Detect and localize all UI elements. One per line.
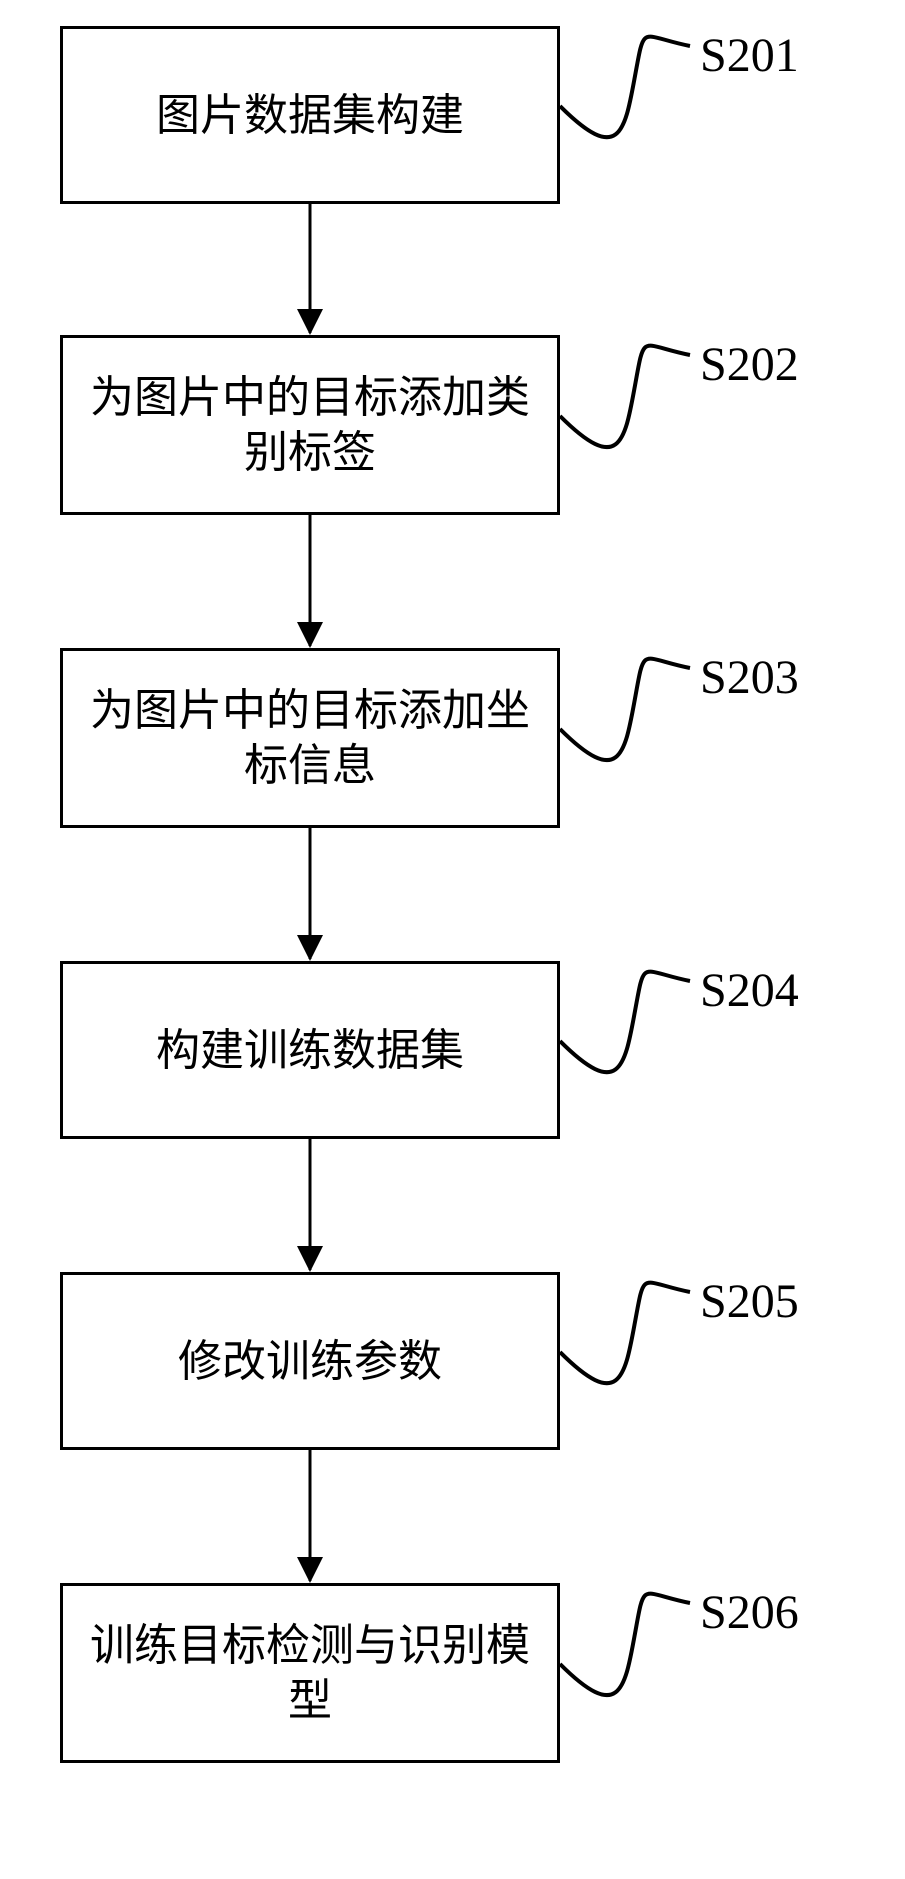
flowchart-node: 训练目标检测与识别模型 — [60, 1583, 560, 1763]
node-text: 图片数据集构建 — [156, 88, 464, 143]
flowchart-canvas: 图片数据集构建 S201 为图片中的目标添加类别标签 S202 为图片中的目标添加坐标信… — [0, 0, 905, 1879]
step-label: S206 — [700, 1585, 799, 1640]
step-label: S203 — [700, 650, 799, 705]
connector-curve — [560, 37, 690, 138]
connector-curve — [560, 1283, 690, 1384]
flowchart-node: 图片数据集构建 — [60, 26, 560, 204]
node-text: 为图片中的目标添加坐标信息 — [71, 683, 549, 793]
connector-curve — [560, 972, 690, 1073]
step-label: S204 — [700, 963, 799, 1018]
node-text: 为图片中的目标添加类别标签 — [71, 370, 549, 480]
step-label: S202 — [700, 337, 799, 392]
node-text: 修改训练参数 — [178, 1334, 442, 1389]
flowchart-node: 修改训练参数 — [60, 1272, 560, 1450]
connector-curve — [560, 1594, 690, 1695]
step-label: S205 — [700, 1274, 799, 1329]
connector-curve — [560, 659, 690, 760]
flowchart-node: 构建训练数据集 — [60, 961, 560, 1139]
flowchart-node: 为图片中的目标添加坐标信息 — [60, 648, 560, 828]
connector-curve — [560, 346, 690, 447]
node-text: 训练目标检测与识别模型 — [71, 1618, 549, 1728]
step-label: S201 — [700, 28, 799, 83]
flowchart-node: 为图片中的目标添加类别标签 — [60, 335, 560, 515]
node-text: 构建训练数据集 — [156, 1023, 464, 1078]
